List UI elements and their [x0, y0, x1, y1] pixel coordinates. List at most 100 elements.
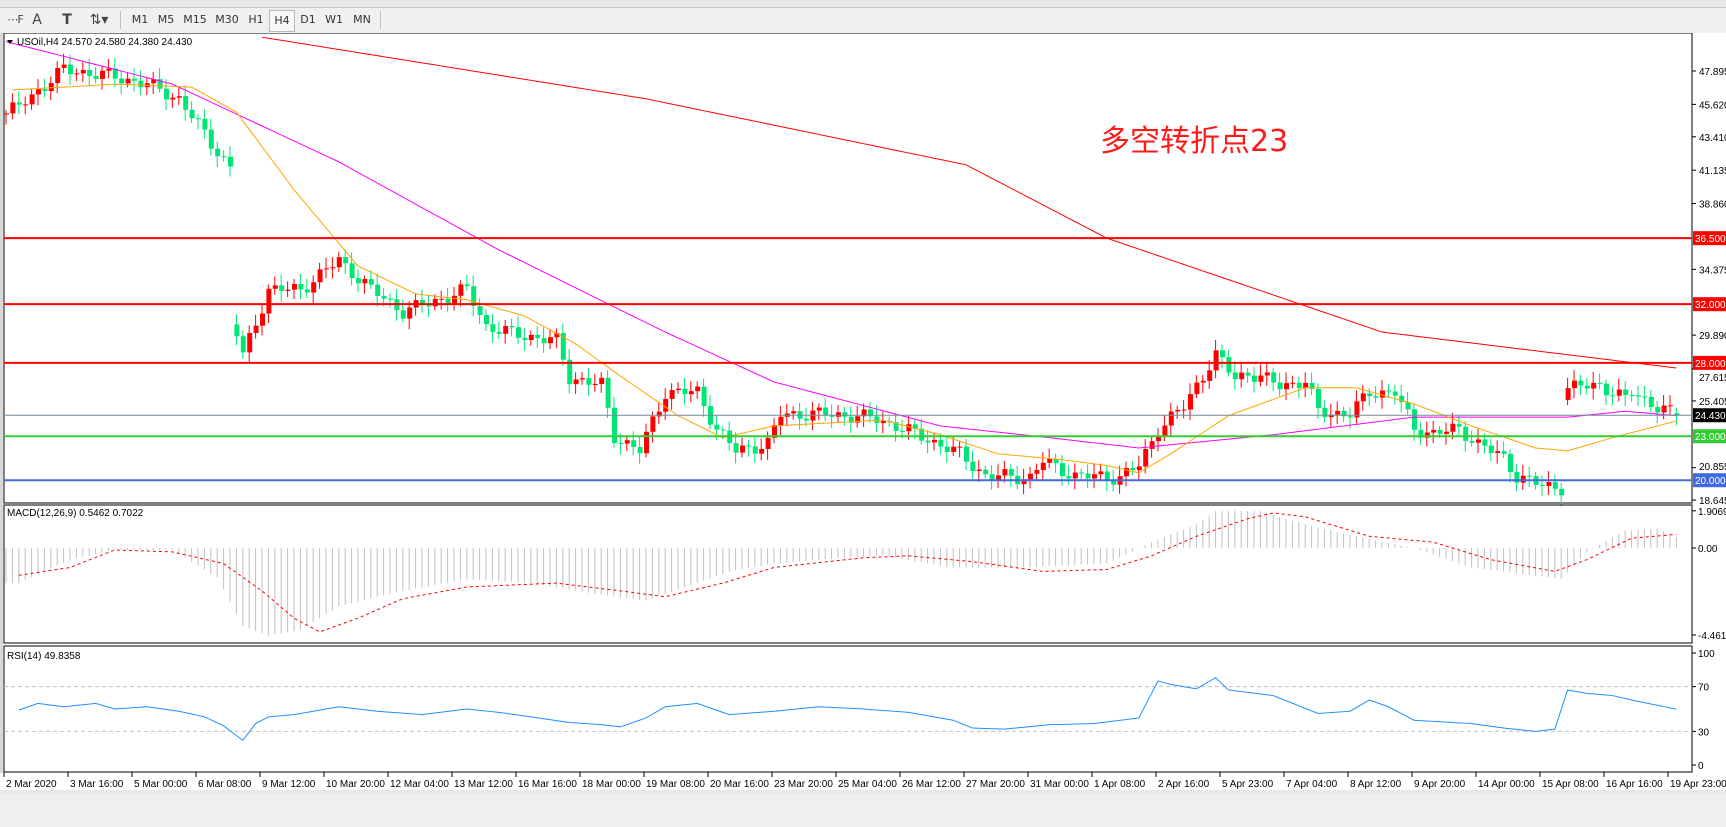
- candle-bull: [1002, 469, 1008, 476]
- candle-bear: [1322, 407, 1328, 418]
- candle-bear: [1348, 416, 1353, 418]
- candle-bear: [1456, 423, 1462, 427]
- candle-bull: [1546, 482, 1552, 487]
- price-panel[interactable]: 47.895 45.620 43.410 41.135 38.860 34.375 29.8…: [3, 33, 1726, 507]
- candle-bear: [471, 286, 477, 307]
- rsi-tick-label: 70: [1698, 683, 1710, 694]
- candle-bull: [1444, 431, 1449, 434]
- candle-bear: [1610, 395, 1616, 397]
- candle-bull: [1034, 470, 1040, 474]
- candle-bull: [861, 409, 867, 417]
- time-tick-label: 9 Apr 20:00: [1414, 779, 1466, 790]
- candle-bear: [1540, 485, 1545, 487]
- candle-bear: [560, 333, 566, 360]
- candle-bull: [644, 431, 649, 454]
- candle-bear: [522, 337, 528, 340]
- time-tick-label: 5 Mar 00:00: [134, 779, 188, 790]
- period-m30[interactable]: M30: [215, 13, 239, 26]
- time-tick-label: 23 Mar 20:00: [774, 779, 833, 790]
- candle-bull: [55, 67, 61, 84]
- candle-bear: [279, 285, 285, 291]
- candle-bull: [1156, 436, 1161, 442]
- candle-bear: [349, 263, 355, 279]
- period-w1[interactable]: W1: [325, 13, 343, 26]
- candle-bull: [1360, 393, 1366, 402]
- candle-bear: [490, 324, 496, 332]
- candle-bull: [439, 298, 445, 300]
- candle-bull: [996, 475, 1001, 480]
- candle-bear: [970, 461, 976, 471]
- candle-bear: [637, 447, 643, 454]
- candle-bear: [1623, 389, 1629, 396]
- chart-toolbar: ⋯F A T ⇅▾ M1 M5 M15 M30 H1 H4 D1 W1 MN: [0, 8, 1726, 32]
- time-tick-label: 7 Apr 04:00: [1286, 779, 1338, 790]
- candle-bear: [298, 283, 304, 290]
- candle-bull: [1290, 382, 1296, 384]
- period-m1[interactable]: M1: [131, 13, 149, 26]
- candle-bull: [1258, 375, 1264, 382]
- text-label-icon[interactable]: T: [62, 12, 72, 28]
- candle-bear: [93, 75, 99, 79]
- grid-icon[interactable]: ⋯F: [7, 13, 23, 26]
- candle-bull: [1450, 423, 1456, 432]
- candle-bull: [778, 416, 784, 426]
- arrows-icon[interactable]: ⇅▾: [89, 12, 109, 28]
- collapse-triangle-icon[interactable]: [7, 40, 13, 44]
- candle-bear: [1584, 385, 1590, 389]
- macd-tick-label: 1.9069: [1698, 507, 1726, 518]
- candle-bull: [740, 445, 745, 453]
- ma-slow-line: [261, 36, 1677, 369]
- price-tick-label: 41.135: [1699, 166, 1726, 177]
- candle-bull: [650, 416, 656, 432]
- time-tick-label: 31 Mar 00:00: [1030, 779, 1089, 790]
- candle-bear: [464, 284, 470, 287]
- time-tick-label: 9 Mar 12:00: [262, 779, 316, 790]
- annotation-text: 多空转折点23: [1100, 124, 1289, 159]
- candle-bear: [682, 388, 688, 395]
- candle-bull: [253, 325, 259, 333]
- candle-bull: [1565, 388, 1571, 400]
- price-tick-label: 34.375: [1699, 265, 1726, 276]
- candle-bear: [388, 298, 393, 300]
- candle-bull: [1335, 410, 1341, 415]
- candle-bull: [1047, 458, 1053, 463]
- rsi-tick-label: 100: [1698, 649, 1715, 660]
- candle-bear: [1386, 390, 1392, 392]
- chart-area[interactable]: 47.895 45.620 43.410 41.135 38.860 34.375 29.8…: [0, 33, 1726, 827]
- candle-bull: [580, 378, 585, 380]
- period-d1[interactable]: D1: [300, 13, 316, 26]
- hline-label-bg: [1693, 231, 1726, 246]
- candle-bull: [1328, 414, 1334, 418]
- candle-bull: [330, 267, 336, 269]
- period-m5[interactable]: M5: [157, 13, 175, 26]
- time-tick-label: 27 Mar 20:00: [966, 779, 1025, 790]
- candle-bull: [151, 79, 157, 84]
- candle-bear: [1578, 380, 1584, 386]
- candle-bull: [407, 307, 413, 319]
- candle-bear: [541, 338, 547, 344]
- macd-panel[interactable]: 1.9069 0.00 -4.4614: [3, 504, 1726, 644]
- period-m15[interactable]: M15: [183, 13, 207, 26]
- candle-bull: [452, 295, 457, 304]
- price-tick-label: 25.405: [1699, 397, 1726, 408]
- candle-bear: [586, 378, 592, 385]
- period-mn[interactable]: MN: [353, 13, 371, 26]
- time-tick-label: 19 Mar 08:00: [646, 779, 705, 790]
- candle-bull: [29, 94, 35, 105]
- ma-fast-line: [12, 83, 1677, 474]
- candle-bear: [1079, 472, 1085, 474]
- candle-bear: [1508, 453, 1513, 473]
- candle-bull: [266, 288, 272, 314]
- candle-bull: [503, 325, 509, 334]
- candle-bear: [426, 305, 432, 307]
- candle-bull: [836, 412, 841, 417]
- price-tick-label: 43.410: [1699, 133, 1726, 144]
- candle-bear: [1437, 429, 1443, 434]
- candle-bull: [106, 68, 112, 71]
- period-h4[interactable]: H4: [269, 10, 295, 32]
- candle-bull: [176, 96, 182, 98]
- period-h1[interactable]: H1: [248, 13, 264, 26]
- candle-bear: [1296, 382, 1302, 389]
- rsi-panel[interactable]: 100 70 30 0: [3, 645, 1715, 773]
- text-icon[interactable]: A: [32, 12, 42, 28]
